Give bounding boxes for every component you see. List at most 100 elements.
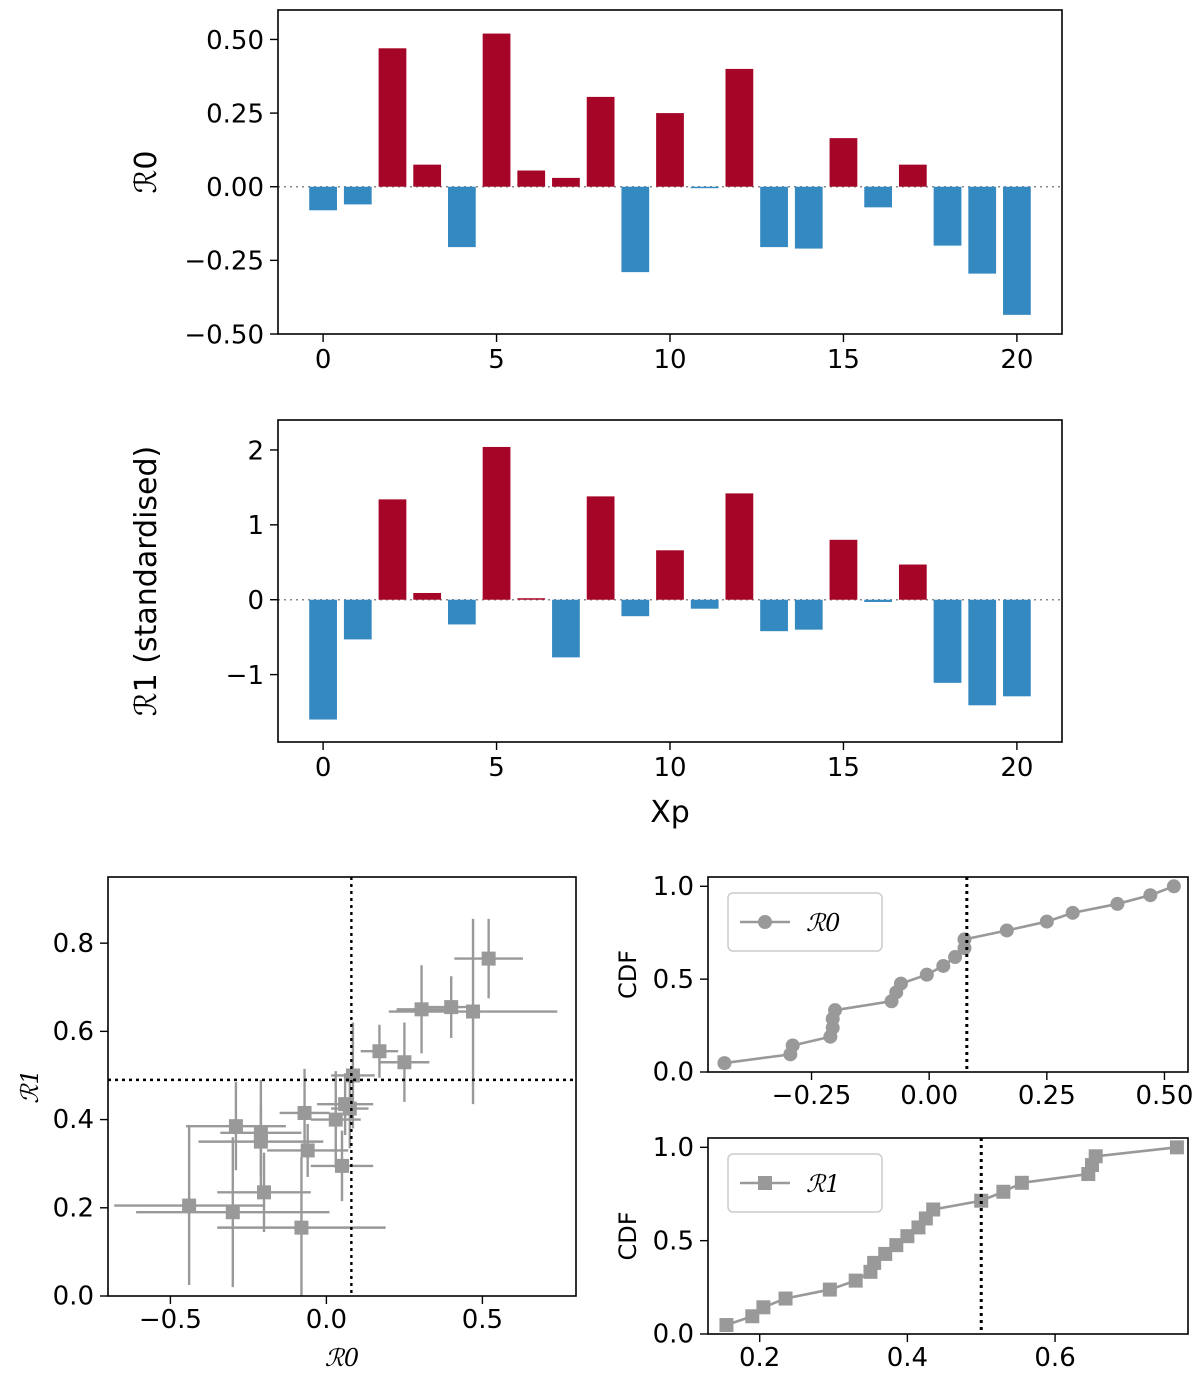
cdf_r1-legend-label: ℛ1 — [806, 1170, 840, 1198]
scatter-ytick-label: 0.4 — [53, 1105, 94, 1135]
scatter-xtick-label: 0.5 — [462, 1305, 503, 1335]
cdf_r1-ytick-label: 0.0 — [653, 1320, 694, 1350]
scatter-plot-area — [108, 877, 576, 1296]
cdf_r1-legend-marker — [758, 1176, 772, 1190]
r0_bars-bar — [482, 33, 511, 187]
r1_bars-bar — [309, 599, 337, 720]
r0_bars-bar — [1003, 186, 1031, 315]
r1_bars-bar — [482, 446, 511, 600]
r0_bars-ytick-label: −0.25 — [184, 247, 264, 277]
scatter-point — [294, 1220, 309, 1235]
r0_bars-bar — [933, 186, 962, 246]
scatter-point — [338, 1097, 353, 1112]
r0_bars-bar — [621, 186, 650, 273]
scatter-xtick-label: 0.0 — [306, 1305, 347, 1335]
cdf_r0-point — [828, 1003, 843, 1018]
cdf_r1-point — [974, 1193, 989, 1208]
cdf_r0-ytick-label: 0.0 — [653, 1058, 694, 1088]
r0_bars-bar — [725, 68, 754, 187]
r1_bars-bar — [690, 599, 719, 609]
cdf_r0-xtick-label: 0.00 — [900, 1081, 958, 1111]
cdf_r0-chart: −0.25 0.00 0.25 0.50 0.0 0.5 1.0 CDF ℛ0 — [614, 872, 1193, 1111]
cdf_r0-point — [957, 932, 972, 947]
scatter-point — [372, 1044, 387, 1059]
cdf_r0-frame — [707, 876, 1189, 1073]
cdf_r1-point — [926, 1202, 941, 1217]
r1_bars-xlabel: Xp — [650, 795, 690, 830]
cdf_r0-point — [1065, 905, 1080, 920]
scatter-xlabel: ℛ0 — [325, 1344, 359, 1372]
cdf_r0-point — [1039, 914, 1054, 929]
cdf_r1-xtick-label: 0.4 — [887, 1343, 928, 1373]
scatter-ytick-label: 0.2 — [53, 1193, 94, 1223]
cdf_r0-point — [936, 958, 951, 973]
r0_bars-bar — [552, 177, 580, 187]
r1_bars-bar — [794, 599, 823, 630]
r1_bars-bar — [898, 564, 927, 600]
r0_bars-bar — [864, 186, 893, 208]
r1_bars-ytick-label: −1 — [226, 661, 264, 691]
r0_bars-bar — [968, 186, 997, 274]
r0_bars-ytick-label: −0.50 — [184, 320, 264, 350]
r0_bars-xtick-label: 0 — [315, 345, 332, 375]
scatter-point — [225, 1205, 240, 1220]
r1_bars-xtick-label: 15 — [827, 753, 860, 783]
cdf_r0-legend: ℛ0 — [727, 892, 883, 952]
cdf_r1-point — [878, 1246, 893, 1261]
cdf_r1-point — [822, 1282, 837, 1297]
r1_bars-bar — [552, 599, 580, 658]
scatter-ytick-label: 0.6 — [53, 1017, 94, 1047]
r1_bars-xtick-label: 5 — [488, 753, 505, 783]
scatter-frame — [107, 876, 577, 1297]
r1_bars-chart: 0 5 10 15 20 −1 0 1 2 ℛ1 (standardised) Xp — [129, 419, 1063, 830]
scatter-point — [414, 1002, 429, 1017]
cdf_r0-point — [999, 923, 1014, 938]
cdf_r1-point — [1088, 1149, 1103, 1164]
scatter-point — [182, 1198, 197, 1213]
cdf_r1-point — [756, 1300, 771, 1315]
cdf_r1-xtick-label: 0.2 — [739, 1343, 780, 1373]
cdf_r1-ylabel: CDF — [614, 1211, 642, 1260]
r1_bars-bar — [413, 592, 442, 600]
cdf_r1-point — [745, 1309, 760, 1324]
cdf_r1-legend: ℛ1 — [727, 1153, 883, 1213]
r1_bars-ytick-label: 2 — [247, 436, 264, 466]
r0_bars-bar — [309, 186, 337, 211]
scatter-chart: −0.5 0.0 0.5 0.0 0.2 0.4 0.6 0.8 ℛ0 ℛ1 — [16, 876, 577, 1372]
cdf_r0-xtick-label: 0.25 — [1018, 1081, 1076, 1111]
cdf_r1-ytick-label: 1.0 — [653, 1133, 694, 1163]
r0_bars-bar — [378, 48, 407, 187]
cdf_r0-ytick-label: 0.5 — [653, 965, 694, 995]
r0_bars-ytick-label: 0.25 — [206, 99, 264, 129]
scatter-point — [466, 1004, 481, 1019]
cdf_r0-legend-box — [727, 892, 883, 952]
cdf_r1-frame — [707, 1137, 1189, 1335]
cdf_r1-point — [719, 1318, 734, 1333]
cdf_r0-legend-label: ℛ0 — [806, 909, 840, 937]
scatter-point — [228, 1119, 243, 1134]
scatter-ylabel: ℛ1 — [16, 1069, 44, 1103]
r0_bars-xtick-label: 20 — [1000, 345, 1033, 375]
r0_bars-bar — [447, 186, 476, 248]
scatter-point — [481, 951, 496, 966]
cdf_r0-ylabel: CDF — [614, 950, 642, 999]
cdf_r1-point — [848, 1273, 863, 1288]
cdf_r0-point — [1110, 896, 1125, 911]
cdf_r0-legend-marker — [758, 915, 772, 929]
r0_bars-bar — [760, 186, 788, 248]
r1_bars-bar — [447, 599, 476, 625]
r0_bars-bar — [898, 164, 927, 187]
scatter-point — [300, 1143, 315, 1158]
r1_bars-bar — [656, 550, 684, 600]
r1_bars-xtick-label: 20 — [1000, 753, 1033, 783]
scatter-point — [397, 1055, 412, 1070]
cdf_r0-point — [785, 1038, 800, 1053]
scatter-xtick-label: −0.5 — [139, 1305, 202, 1335]
cdf_r0-xtick-label: −0.25 — [772, 1081, 852, 1111]
r0_bars-xtick-label: 10 — [653, 345, 686, 375]
cdf_r1-point — [1169, 1140, 1184, 1155]
r1_bars-bar — [378, 499, 407, 600]
r1_bars-bar — [760, 599, 788, 632]
r1_bars-ylabel: ℛ1 (standardised) — [129, 446, 164, 717]
